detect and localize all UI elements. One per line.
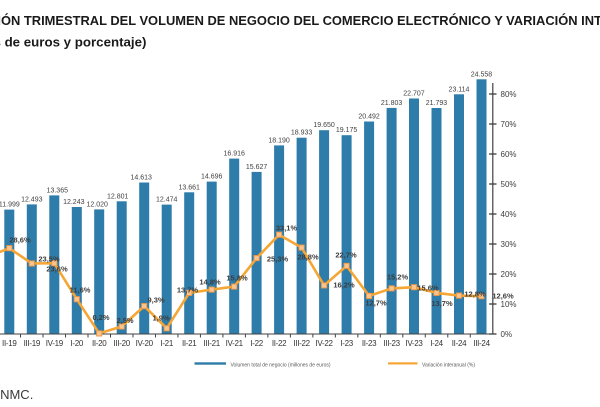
svg-text:40%: 40% [501,210,517,219]
svg-text:24.558: 24.558 [471,71,493,78]
svg-text:22.707: 22.707 [403,91,425,98]
svg-text:EVOLUCIÓN TRIMESTRAL DEL VOLUM: EVOLUCIÓN TRIMESTRAL DEL VOLUMEN DE NEGO… [0,13,600,28]
svg-text:23.114: 23.114 [449,86,470,93]
svg-text:13.365: 13.365 [47,187,69,194]
svg-text:12.801: 12.801 [107,193,129,200]
svg-text:13,7%: 13,7% [431,299,453,308]
svg-text:II-19: II-19 [2,339,17,348]
svg-text:15,8%: 15,8% [226,274,248,283]
svg-text:18.190: 18.190 [268,137,290,144]
svg-text:50%: 50% [501,180,517,189]
svg-text:25,3%: 25,3% [267,255,289,264]
svg-text:14.613: 14.613 [130,175,152,182]
svg-text:I-23: I-23 [340,339,353,348]
svg-text:11.999: 11.999 [0,202,20,209]
svg-text:II-23: II-23 [362,339,377,348]
svg-text:28,6%: 28,6% [9,236,31,245]
svg-text:12,6%: 12,6% [492,292,514,301]
svg-text:23,5%: 23,5% [38,255,60,264]
svg-text:13.661: 13.661 [178,184,200,191]
svg-text:16.916: 16.916 [223,151,245,158]
svg-text:1,9%: 1,9% [152,314,169,323]
svg-text:III-22: III-22 [293,339,310,348]
svg-text:I-22: I-22 [250,339,263,348]
svg-text:80%: 80% [501,90,517,99]
svg-text:10%: 10% [501,300,517,309]
svg-text:2,5%: 2,5% [116,316,133,325]
svg-text:19.650: 19.650 [313,122,335,129]
svg-text:0%: 0% [501,330,513,339]
svg-text:70%: 70% [501,120,517,129]
svg-text:21.793: 21.793 [426,100,448,107]
svg-text:II-22: II-22 [272,339,287,348]
svg-text:III-19: III-19 [24,339,41,348]
svg-text:15,2%: 15,2% [387,273,409,282]
svg-text:III-20: III-20 [113,339,130,348]
svg-text:12.020: 12.020 [86,201,108,208]
svg-text:I-21: I-21 [160,339,173,348]
svg-text:Fuente: CNMC.: Fuente: CNMC. [0,387,33,402]
svg-text:12.493: 12.493 [21,196,43,203]
svg-text:IV-20: IV-20 [136,339,154,348]
svg-text:28,8%: 28,8% [297,253,319,262]
svg-text:9,3%: 9,3% [147,296,164,305]
svg-text:IV-23: IV-23 [405,339,423,348]
svg-text:30%: 30% [501,240,517,249]
svg-text:I-24: I-24 [430,339,443,348]
svg-text:23,6%: 23,6% [46,265,68,274]
svg-text:60%: 60% [501,150,517,159]
svg-text:I-20: I-20 [71,339,84,348]
svg-text:IV-19: IV-19 [46,339,64,348]
svg-text:Variación interanual (%): Variación interanual (%) [422,363,475,369]
svg-text:12.474: 12.474 [156,197,178,204]
svg-text:III-23: III-23 [383,339,400,348]
svg-text:II-20: II-20 [92,339,107,348]
svg-text:14.696: 14.696 [201,174,223,181]
svg-text:12,7%: 12,7% [365,299,387,308]
svg-text:33,1%: 33,1% [276,224,298,233]
svg-text:(millones de euros y porcentaj: (millones de euros y porcentaje) [0,35,146,50]
svg-text:15.627: 15.627 [246,164,268,171]
svg-text:13,7%: 13,7% [177,286,199,295]
svg-text:18.933: 18.933 [291,130,313,137]
svg-text:IV-21: IV-21 [226,339,244,348]
svg-text:0,2%: 0,2% [92,313,109,322]
svg-text:III-24: III-24 [473,339,490,348]
svg-text:20%: 20% [501,270,517,279]
svg-text:19.175: 19.175 [336,127,358,134]
svg-text:20.492: 20.492 [358,114,380,121]
svg-text:III-21: III-21 [203,339,220,348]
svg-text:11,6%: 11,6% [70,286,91,295]
svg-text:22,7%: 22,7% [335,251,357,260]
svg-text:IV-22: IV-22 [316,339,334,348]
svg-text:Volumen total de negocio (mill: Volumen total de negocio (millones de eu… [231,363,331,369]
svg-text:14,8%: 14,8% [199,278,221,287]
svg-text:II-21: II-21 [182,339,197,348]
svg-text:21.803: 21.803 [381,100,403,107]
svg-text:12,8%: 12,8% [464,290,486,299]
svg-text:II-24: II-24 [452,339,467,348]
svg-text:12.243: 12.243 [63,199,85,206]
svg-text:16,2%: 16,2% [333,281,355,290]
svg-text:15,6%: 15,6% [417,284,439,293]
